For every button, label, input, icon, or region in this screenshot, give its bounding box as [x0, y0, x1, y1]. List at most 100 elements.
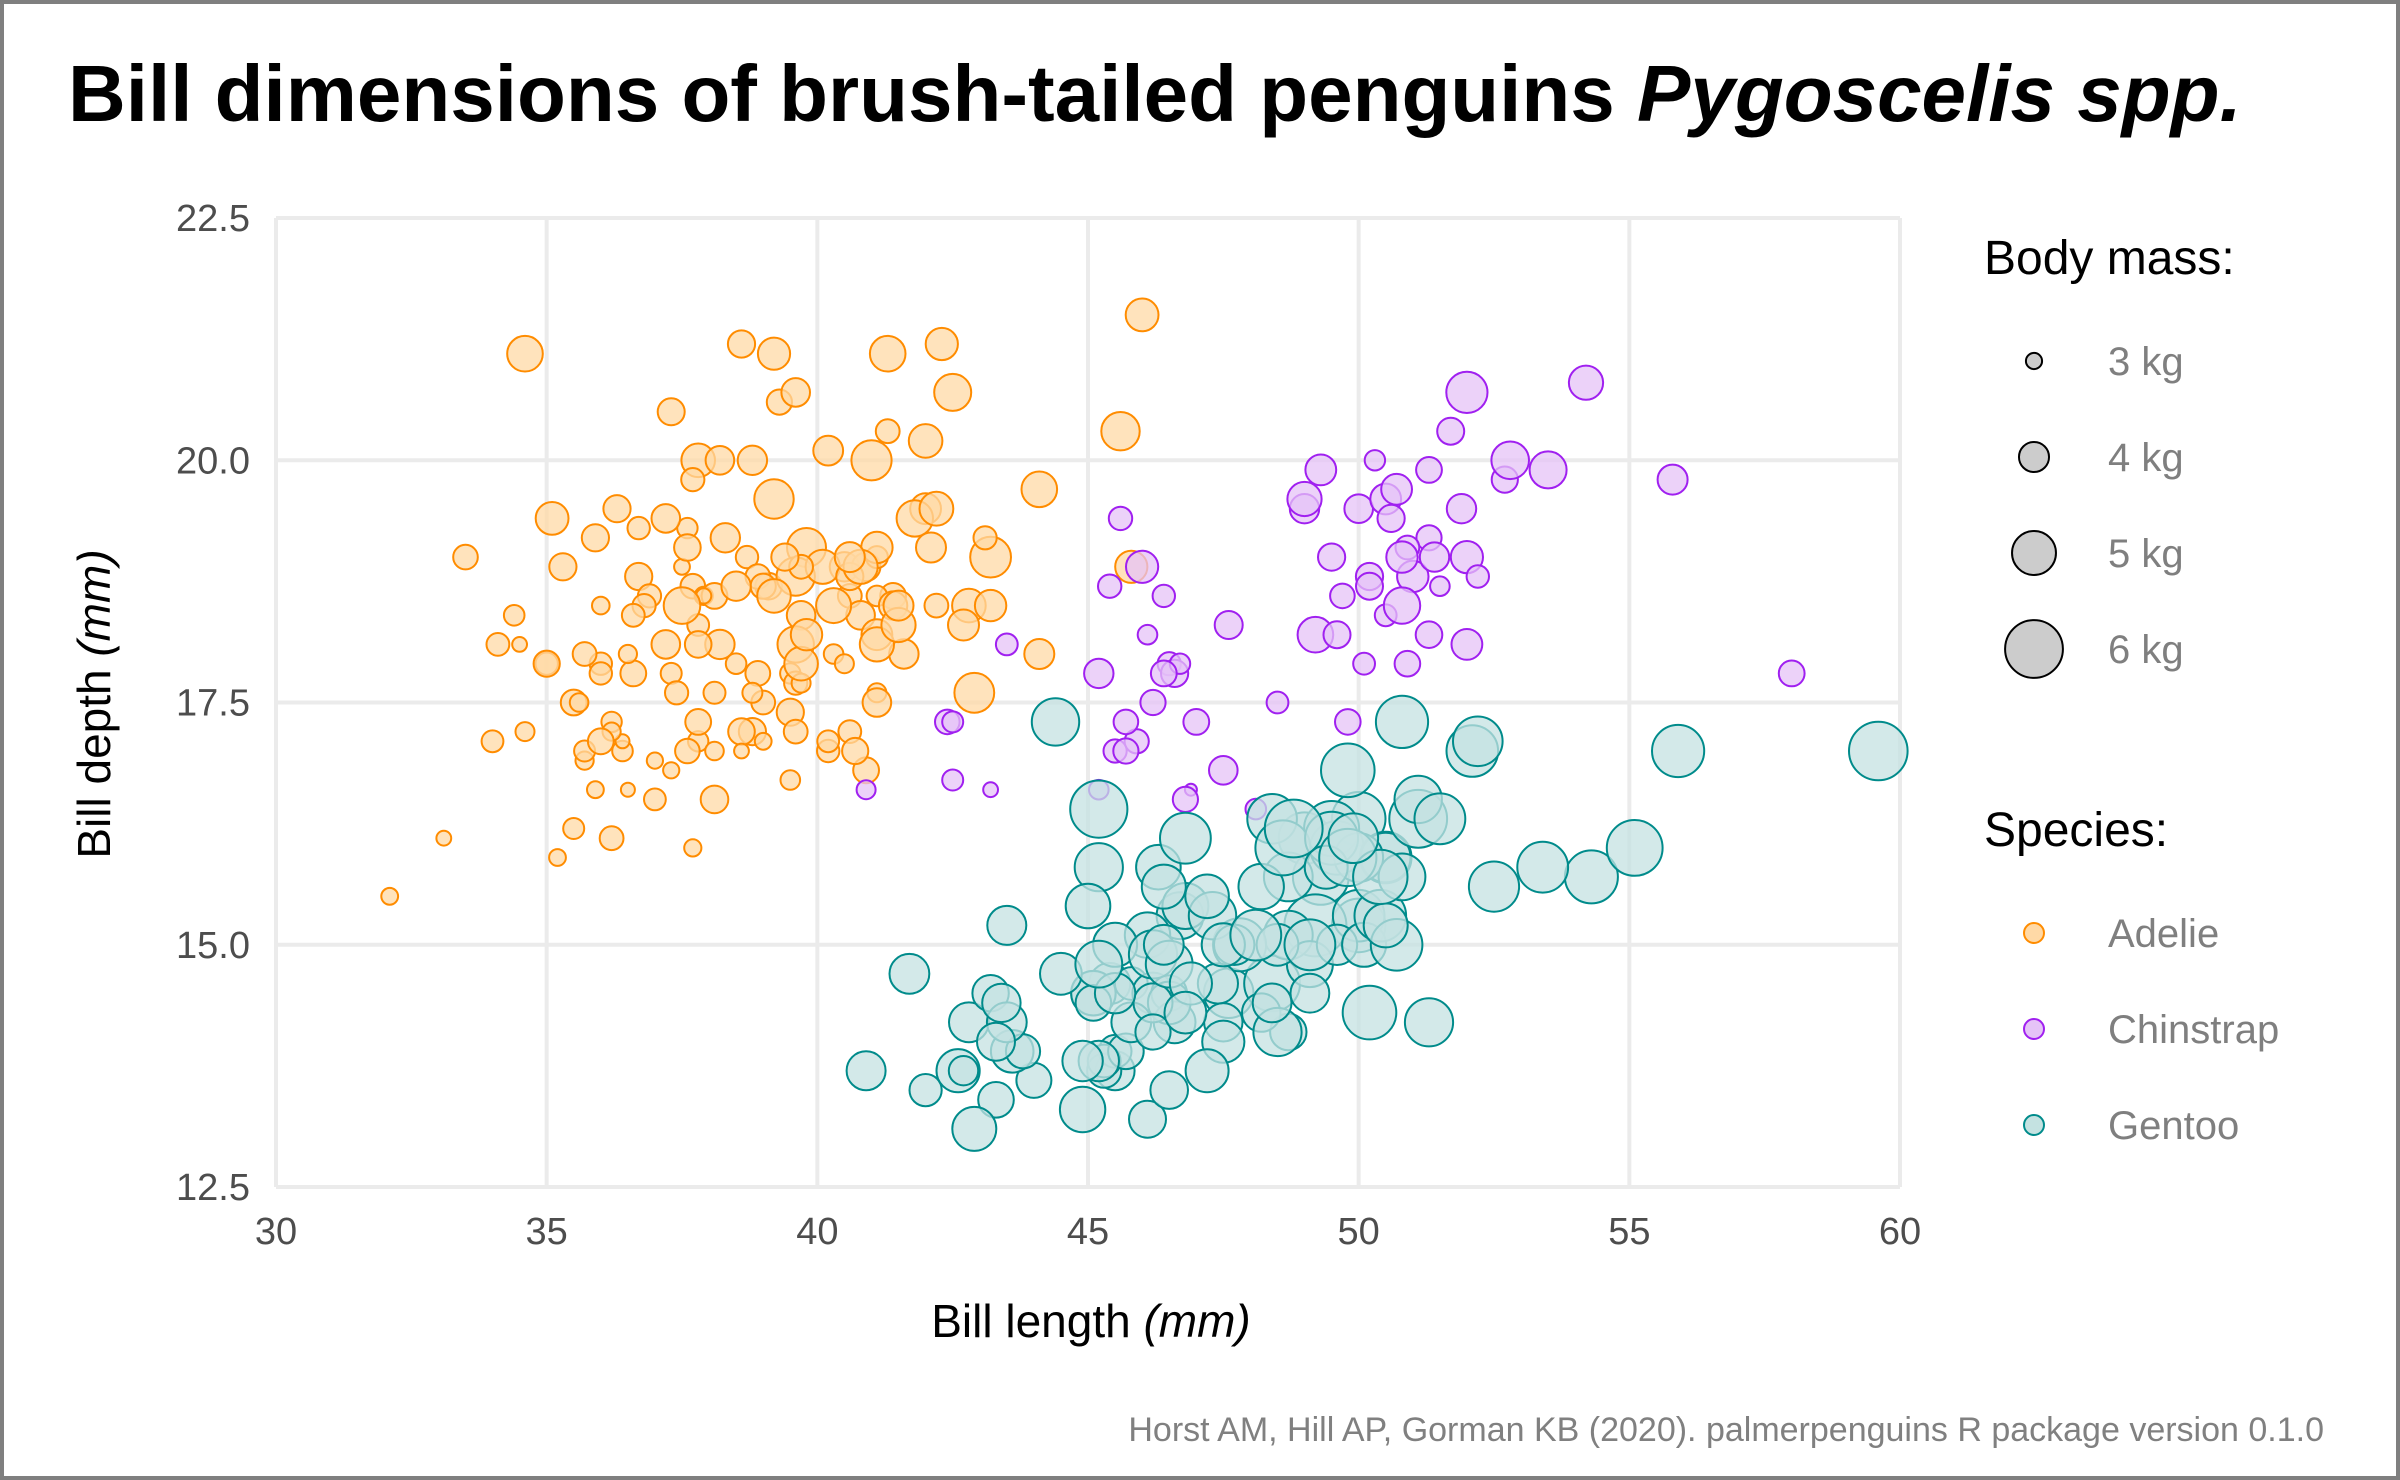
data-point-chinstrap — [1429, 575, 1451, 598]
data-point-adelie — [619, 659, 648, 688]
x-tick-label: 45 — [1067, 1211, 1109, 1253]
data-point-gentoo — [977, 1081, 1015, 1119]
data-point-adelie — [744, 660, 772, 687]
data-point-chinstrap — [1334, 708, 1362, 736]
data-point-gentoo — [1184, 873, 1230, 920]
data-point-adelie — [833, 653, 855, 675]
data-point-chinstrap — [1107, 505, 1134, 532]
data-point-adelie — [780, 377, 812, 408]
data-points — [380, 297, 1909, 1152]
data-point-adelie — [502, 604, 526, 627]
legend-size-swatch — [2004, 619, 2064, 679]
chart-title-text: Bill dimensions of brush-tailed penguins — [68, 49, 1637, 138]
data-point-gentoo — [1320, 742, 1376, 799]
data-point-adelie — [684, 708, 713, 736]
data-point-adelie — [947, 608, 980, 642]
data-point-chinstrap — [994, 632, 1019, 657]
data-point-gentoo — [1403, 997, 1455, 1048]
caption: Horst AM, Hill AP, Gorman KB (2020). pal… — [1128, 1411, 2324, 1449]
data-point-adelie — [534, 501, 570, 536]
data-point-gentoo — [1848, 720, 1909, 782]
data-point-gentoo — [1327, 812, 1380, 865]
legend-species-label: Gentoo — [2108, 1104, 2239, 1148]
data-point-adelie — [1100, 411, 1141, 452]
data-point-chinstrap — [1415, 456, 1443, 484]
data-point-adelie — [704, 740, 725, 762]
data-point-chinstrap — [1567, 364, 1605, 401]
chart-title-species: Pygoscelis spp. — [1636, 49, 2242, 138]
data-point-adelie — [734, 544, 760, 570]
data-point-chinstrap — [1125, 549, 1160, 584]
y-axis-label-unit: (mm) — [68, 549, 120, 656]
data-point-gentoo — [1140, 863, 1187, 910]
data-point-adelie — [782, 718, 809, 745]
data-point-chinstrap — [1465, 564, 1491, 589]
data-point-adelie — [833, 541, 866, 574]
chart-title: Bill dimensions of brush-tailed penguins… — [68, 48, 2242, 140]
data-point-adelie — [868, 334, 907, 373]
data-point-adelie — [664, 680, 690, 706]
data-point-adelie — [779, 769, 802, 791]
data-point-adelie — [841, 736, 870, 766]
x-axis-label-text: Bill length — [931, 1295, 1143, 1347]
data-point-chinstrap — [1182, 708, 1211, 736]
data-point-adelie — [812, 434, 845, 467]
legend-species-swatch — [2023, 922, 2045, 944]
data-point-adelie — [662, 586, 702, 625]
data-point-adelie — [1020, 470, 1059, 509]
legend-size-swatch — [2017, 440, 2051, 474]
data-point-chinstrap — [1385, 540, 1419, 574]
data-point-gentoo — [1341, 984, 1398, 1041]
data-point-adelie — [815, 587, 853, 625]
data-point-adelie — [506, 334, 544, 373]
data-point-adelie — [571, 641, 598, 667]
data-point-gentoo — [1651, 723, 1706, 779]
data-point-gentoo — [1452, 715, 1504, 768]
data-point-adelie — [620, 602, 646, 628]
data-point-adelie — [816, 729, 841, 754]
scatter-chart: 30 35 40 45 50 55 60 12.5 15.0 17.5 20.0 22.5 Bill… — [68, 198, 2324, 1449]
data-point-chinstrap — [1445, 370, 1489, 414]
data-point-chinstrap — [1436, 416, 1466, 446]
data-point-adelie — [756, 578, 792, 614]
data-point-gentoo — [1064, 882, 1112, 930]
data-point-gentoo — [1030, 697, 1081, 747]
x-tick-label: 55 — [1608, 1211, 1650, 1253]
data-point-chinstrap — [1777, 659, 1806, 688]
y-tick-label: 15.0 — [176, 925, 250, 967]
data-point-adelie — [736, 444, 769, 476]
data-point-adelie — [650, 629, 682, 660]
data-point-gentoo — [1251, 982, 1293, 1024]
data-point-chinstrap — [855, 779, 877, 801]
data-point-gentoo — [1362, 902, 1409, 949]
data-point-gentoo — [1229, 908, 1283, 962]
data-point-gentoo — [888, 952, 931, 995]
data-point-adelie — [598, 825, 625, 852]
data-point-adelie — [783, 645, 819, 682]
data-point-gentoo — [1163, 990, 1208, 1035]
data-point-adelie — [452, 543, 479, 571]
data-point-adelie — [907, 423, 944, 459]
data-point-adelie — [699, 784, 730, 815]
y-tick-label: 17.5 — [176, 683, 250, 725]
data-point-adelie — [511, 636, 528, 653]
data-point-adelie — [1124, 297, 1160, 333]
data-point-adelie — [588, 661, 613, 686]
data-point-adelie — [753, 731, 773, 751]
data-point-gentoo — [1128, 1099, 1167, 1139]
data-point-chinstrap — [1136, 623, 1159, 646]
series-gentoo — [845, 694, 1909, 1152]
data-point-gentoo — [1289, 972, 1331, 1014]
data-point-gentoo — [976, 1021, 1016, 1062]
data-point-chinstrap — [1414, 620, 1444, 650]
legend-color-title: Species: — [1984, 804, 2168, 857]
data-point-chinstrap — [1151, 583, 1177, 609]
data-point-chinstrap — [1382, 586, 1422, 625]
data-point-chinstrap — [1149, 659, 1178, 688]
data-point-gentoo — [1134, 1013, 1172, 1051]
data-point-chinstrap — [1376, 503, 1406, 534]
legend-species-swatch — [2023, 1114, 2045, 1136]
data-point-adelie — [953, 671, 996, 714]
data-point-gentoo — [1058, 1085, 1107, 1134]
data-point-gentoo — [1184, 1048, 1230, 1094]
